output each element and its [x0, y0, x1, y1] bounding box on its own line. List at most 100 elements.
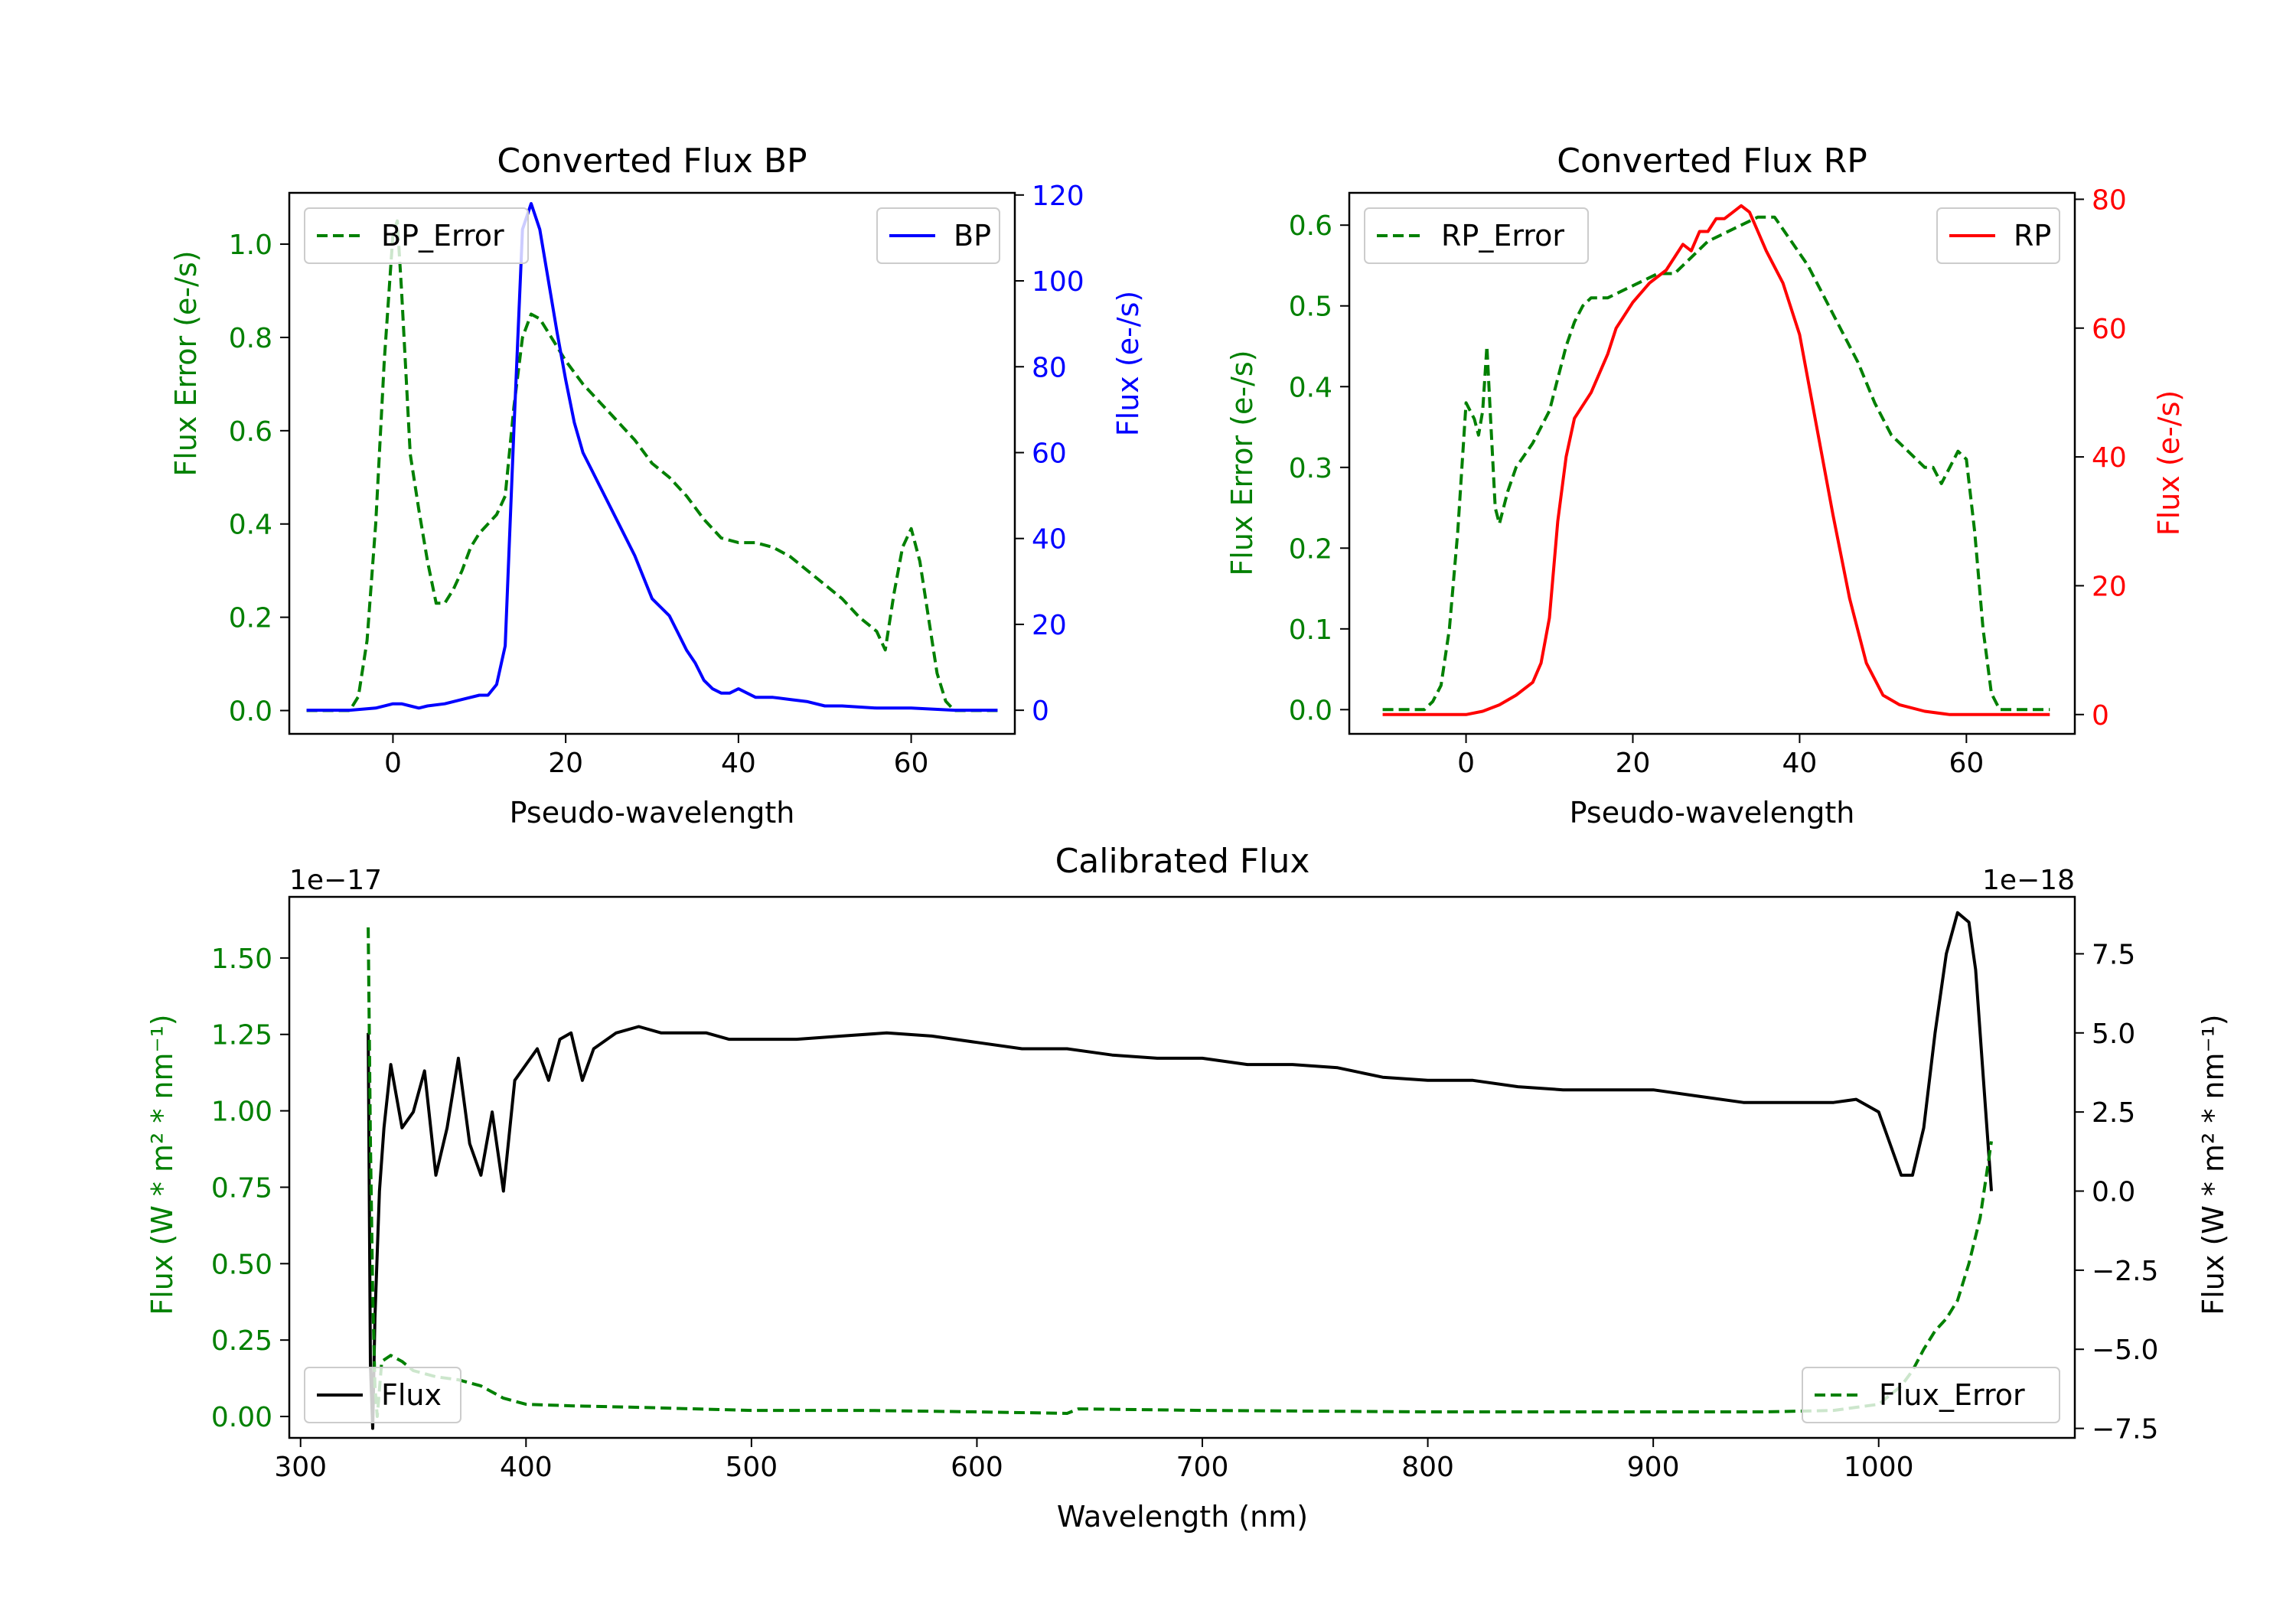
left-y-tick-label: 0.0 — [229, 696, 272, 728]
right-y-tick-label: −2.5 — [2092, 1256, 2158, 1287]
cal-legends: Flux Flux_Error — [304, 1367, 2060, 1423]
left-y-tick-label: 0.6 — [229, 416, 272, 448]
legend-label: Flux_Error — [1879, 1378, 2025, 1412]
left-y-tick-label: 0.2 — [1289, 533, 1332, 565]
legend-box — [876, 207, 1000, 264]
right-y-tick-label: 80 — [1032, 352, 1067, 383]
x-tick-label: 60 — [894, 748, 929, 779]
right-y-tick-label: 60 — [2092, 314, 2127, 345]
series-rp-line — [1382, 204, 2050, 716]
chart-title: Converted Flux BP — [497, 142, 807, 181]
bp-axes: 0 20 40 60 0.0 0.2 0.4 0.6 0.8 1.0 0 20 40 60 80 100 120 — [229, 181, 1084, 779]
left-y-tick-label: 0.2 — [229, 603, 272, 634]
right-y-tick-label: 7.5 — [2092, 939, 2135, 970]
right-y-tick-label: 0 — [1032, 696, 1049, 727]
legend-label: RP — [2014, 219, 2051, 253]
left-y-tick-label: 0.1 — [1289, 614, 1332, 646]
x-tick-label: 500 — [726, 1452, 778, 1483]
left-y-tick-label: 0.6 — [1289, 210, 1332, 242]
x-tick-label: 40 — [1782, 748, 1818, 779]
left-y-tick-label: 0.4 — [1289, 372, 1332, 403]
cal-axes: 300 400 500 600 700 800 900 1000 0.00 0.25 0.50 0.7… — [211, 939, 2159, 1483]
left-y-tick-label: 0.4 — [229, 510, 272, 541]
left-y-tick-label: 0.00 — [211, 1402, 272, 1433]
legend-box — [1802, 1367, 2060, 1423]
right-y-tick-label: −7.5 — [2092, 1414, 2158, 1446]
legend-label: Flux — [381, 1378, 442, 1412]
x-tick-label: 400 — [500, 1452, 553, 1483]
cal-axes-frame — [288, 895, 2076, 1439]
left-y-tick-label: 0.50 — [211, 1249, 272, 1280]
rp-plot-area — [1382, 204, 2050, 716]
x-axis-label: Pseudo-wavelength — [1570, 796, 1855, 830]
right-y-tick-label: 40 — [1032, 524, 1067, 556]
right-y-tick-label: 5.0 — [2092, 1019, 2135, 1050]
panel-calibrated-flux: Calibrated Flux Wavelength (nm) Flux (W … — [145, 842, 2230, 1534]
right-y-tick-label: 60 — [1032, 438, 1067, 469]
left-y-tick-label: 1.00 — [211, 1097, 272, 1128]
left-y-tick-label: 0.75 — [211, 1172, 272, 1204]
rp-axes: 0 20 40 60 0.0 0.1 0.2 0.3 0.4 0.5 0.6 0 20 40 60 80 — [1289, 184, 2127, 779]
series-flux-error-line — [367, 927, 1993, 1418]
left-axis-label: Flux (W * m² * nm⁻¹) — [145, 1014, 179, 1315]
legend-box — [1364, 207, 1589, 264]
bp-axes-frame — [288, 191, 1016, 735]
bp-legends: BP_Error BP — [304, 207, 1000, 264]
panel-converted-flux-bp: Converted Flux BP Pseudo-wavelength Flux… — [169, 142, 1145, 830]
legend-label: BP_Error — [381, 219, 504, 253]
left-y-tick-label: 0.8 — [229, 323, 272, 354]
rp-axes-frame — [1348, 191, 2076, 735]
series-bp-error-line — [306, 219, 998, 712]
right-y-tick-label: 0.0 — [2092, 1177, 2135, 1208]
right-y-tick-label: 20 — [2092, 571, 2127, 602]
bp-plot-area — [306, 202, 998, 712]
right-y-tick-label: 40 — [2092, 442, 2127, 474]
x-tick-label: 40 — [721, 748, 756, 779]
x-tick-label: 20 — [1616, 748, 1651, 779]
x-tick-label: 1000 — [1844, 1452, 1914, 1483]
right-y-tick-label: 2.5 — [2092, 1097, 2135, 1129]
right-y-tick-label: 20 — [1032, 610, 1067, 641]
cal-plot-area — [367, 911, 1993, 1430]
x-tick-label: 0 — [1457, 748, 1475, 779]
x-tick-label: 300 — [274, 1452, 327, 1483]
series-rp-error-line — [1382, 215, 2050, 712]
legend-label: RP_Error — [1441, 219, 1564, 253]
x-axis-label: Pseudo-wavelength — [510, 796, 795, 830]
right-y-tick-label: 0 — [2092, 700, 2109, 732]
right-offset-label: 1e−18 — [1982, 865, 2075, 896]
legend-label: BP — [954, 219, 991, 253]
left-y-tick-label: 1.25 — [211, 1020, 272, 1051]
x-axis-label: Wavelength (nm) — [1057, 1500, 1308, 1534]
left-y-tick-label: 1.0 — [229, 230, 272, 261]
chart-title: Converted Flux RP — [1557, 142, 1867, 181]
rp-legends: RP_Error RP — [1364, 207, 2060, 264]
x-tick-label: 60 — [1949, 748, 1984, 779]
left-axis-label: Flux Error (e-/s) — [169, 250, 203, 476]
x-tick-label: 600 — [951, 1452, 1003, 1483]
right-y-tick-label: 100 — [1032, 266, 1084, 298]
left-y-tick-label: 0.3 — [1289, 453, 1332, 484]
legend-box — [304, 207, 529, 264]
left-y-tick-label: 0.25 — [211, 1325, 272, 1357]
series-flux-line — [367, 911, 1993, 1430]
chart-title: Calibrated Flux — [1055, 842, 1310, 881]
left-y-tick-label: 1.50 — [211, 944, 272, 975]
x-tick-label: 700 — [1176, 1452, 1229, 1483]
left-offset-label: 1e−17 — [289, 865, 382, 896]
left-y-tick-label: 0.5 — [1289, 292, 1332, 323]
right-y-tick-label: 80 — [2092, 184, 2127, 216]
x-tick-label: 0 — [384, 748, 402, 779]
left-axis-label: Flux Error (e-/s) — [1225, 350, 1259, 575]
right-axis-label: Flux (e-/s) — [1111, 291, 1145, 436]
series-bp-line — [306, 202, 998, 712]
x-tick-label: 20 — [548, 748, 583, 779]
right-y-tick-label: −5.0 — [2092, 1335, 2158, 1366]
legend-box — [304, 1367, 461, 1423]
legend-box — [1936, 207, 2060, 264]
x-tick-label: 800 — [1401, 1452, 1454, 1483]
right-axis-label: Flux (W * m² * nm⁻¹) — [2197, 1014, 2230, 1315]
left-y-tick-label: 0.0 — [1289, 695, 1332, 726]
right-y-tick-label: 120 — [1032, 181, 1084, 212]
